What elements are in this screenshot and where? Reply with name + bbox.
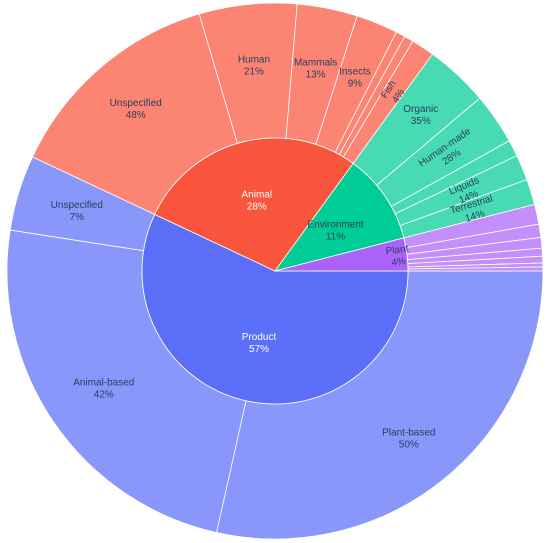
inner-environment-label: Environment 11% [307,219,363,242]
inner-slice-plant[interactable] [274,237,409,272]
outer-product-plant-based-label: Plant-based 50% [382,428,435,451]
outer-product-animal-based-label: Animal-based 42% [73,377,134,400]
outer-animal-unspecified-label: Unspecified 48% [110,98,162,121]
inner-slice-product[interactable] [141,213,409,405]
inner-ring [141,137,409,405]
inner-slice-animal[interactable] [154,137,354,272]
outer-ring [6,2,544,540]
inner-plant-label: Plant4% [385,244,411,270]
outer-product-unspecified-label: Unspecified 7% [51,200,103,223]
outer-environment-organic-label: Organic 35% [403,104,438,127]
inner-product-label: Product 57% [242,332,277,355]
outer-animal-human-label: Human 21% [238,54,270,77]
outer-animal-insects-label: Insects 9% [339,66,371,89]
inner-slice-environment[interactable] [274,162,405,272]
inner-animal-label: Animal 28% [242,190,273,213]
outer-animal-mammals-label: Mammals 13% [294,57,337,80]
